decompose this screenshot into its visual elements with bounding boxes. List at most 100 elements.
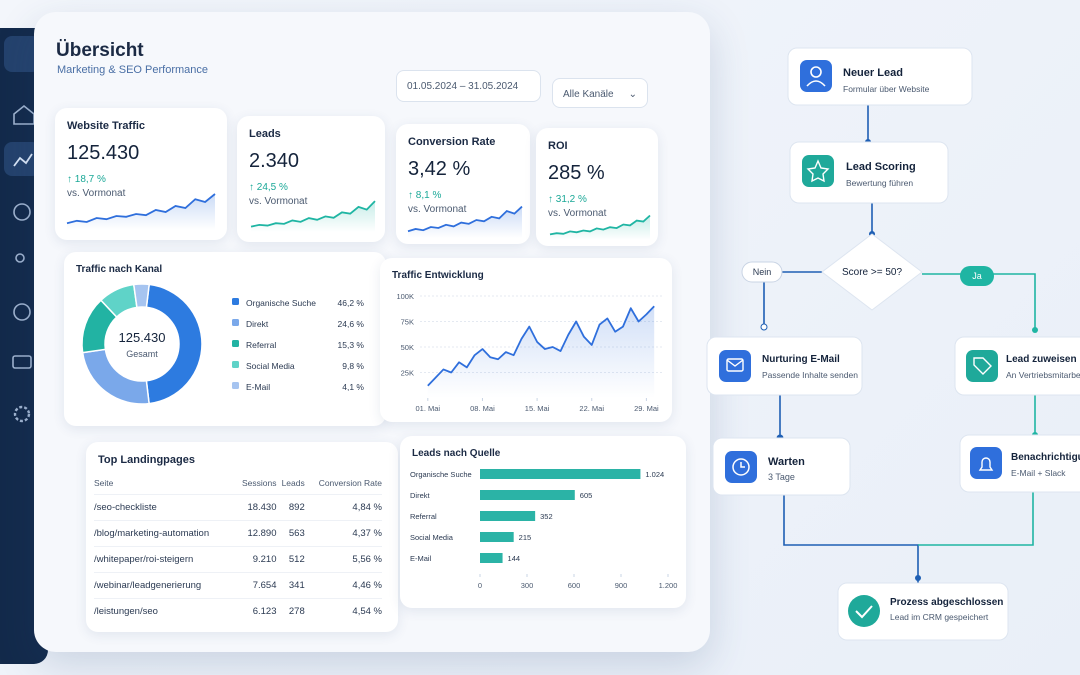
column-header: Leads	[281, 478, 305, 488]
workflow-node[interactable]: Lead Scoring Bewertung führen	[789, 141, 949, 204]
channel-filter[interactable]: Alle Kanäle ⌄	[552, 78, 648, 108]
column-header: Sessions	[242, 478, 277, 488]
chart-title: Traffic Entwicklung	[392, 270, 484, 281]
donut-center-value: 125.430	[119, 330, 166, 345]
legend-marker	[232, 340, 239, 347]
node-subtitle: Formular über Website	[843, 84, 930, 94]
users-icon[interactable]	[15, 253, 25, 263]
table-cell: 4,46 %	[304, 572, 382, 599]
table-cell: 512	[276, 546, 305, 573]
y-tick-label: 100K	[396, 292, 414, 301]
table-body: /seo-checkliste 18.430 892 4,84 %/blog/mark…	[94, 494, 382, 624]
table-cell: 278	[276, 598, 305, 624]
donut-segment	[132, 283, 151, 309]
date-range[interactable]: 01.05.2024 – 31.05.2024	[396, 70, 541, 102]
bar	[480, 532, 514, 542]
table-cell: /leistungen/seo	[94, 598, 235, 624]
legend-label: Social Media	[246, 361, 295, 371]
table-cell: 4,84 %	[304, 494, 382, 521]
node-title: Nurturing E-Mail	[762, 354, 840, 365]
workflow-node[interactable]: Warten 3 Tage	[712, 437, 851, 496]
pie-icon[interactable]	[13, 203, 31, 221]
branch-label: Nein	[753, 267, 772, 277]
chart-icon[interactable]	[13, 153, 33, 167]
yes-label: Ja	[960, 266, 994, 286]
node-subtitle: Lead im CRM gespeichert	[890, 612, 989, 622]
kpi-note: vs. Vormonat	[249, 196, 308, 207]
line	[427, 305, 655, 387]
table-cell: 5,56 %	[304, 546, 382, 573]
kpi-change: ↑ 18,7 %	[67, 174, 106, 185]
sparkline-area	[408, 206, 522, 238]
table-row: /blog/marketing-automation 12.890 563 4,37 …	[94, 520, 382, 547]
node-title: Warten	[768, 456, 805, 468]
sparkline	[66, 193, 216, 230]
connectors	[763, 105, 1036, 583]
node-title: Lead Scoring	[846, 161, 916, 173]
node-subtitle: An Vertriebsmitarbeit	[1006, 370, 1080, 380]
table-cell: 341	[276, 572, 305, 599]
sparkline	[250, 200, 376, 232]
donut-segment	[145, 283, 203, 405]
kpi-card: Leads 2.340 ↑ 24,5 % vs. Vormonat	[237, 116, 385, 242]
x-tick-label: 08. Mai	[470, 404, 495, 413]
kpi-card: Website Traffic 125.430 ↑ 18,7 % vs. Vor…	[55, 108, 227, 240]
legend-value: 46,2 %	[338, 298, 365, 308]
donut-center-label: Gesamt	[126, 349, 158, 359]
table-cell: /whitepaper/roi-steigern	[94, 546, 235, 573]
node-subtitle: Bewertung führen	[846, 178, 913, 188]
workflow-node[interactable]: Lead zuweisen An Vertriebsmitarbeit	[954, 336, 1080, 396]
kpi-value: 3,42 %	[408, 158, 471, 180]
kpi-value: 285 %	[548, 162, 605, 184]
legend-marker	[232, 361, 239, 368]
sparkline	[407, 205, 523, 238]
donut-chart: 125.430 Gesamt Organische Suche 46,2 % Direk…	[81, 283, 365, 405]
legend-value: 4,1 %	[342, 382, 364, 392]
table-header: Seite Sessions Leads Conversion Rate	[94, 472, 382, 495]
legend-marker	[232, 382, 239, 389]
settings-icon[interactable]	[13, 405, 31, 423]
table-cell: 6.123	[234, 598, 277, 624]
column-header: Seite	[94, 478, 114, 488]
table-title: Top Landingpages	[98, 454, 195, 466]
x-tick-label: 22. Mai	[579, 404, 604, 413]
workflow: Neuer Lead Formular über Website Lead Sc…	[706, 47, 1080, 641]
kpi-note: vs. Vormonat	[408, 204, 467, 215]
date-range-text: 01.05.2024 – 31.05.2024	[407, 81, 519, 92]
target-icon[interactable]	[13, 303, 31, 321]
home-icon[interactable]	[13, 104, 35, 125]
y-tick-label: 75K	[401, 318, 414, 327]
mail-icon[interactable]	[12, 355, 32, 369]
legend-label: Organische Suche	[246, 298, 316, 308]
line-card: Traffic Entwicklung 25K 50K 75K 100K 01. Mai…	[380, 258, 672, 422]
value-label: 215	[519, 533, 532, 542]
table-cell: 892	[276, 494, 305, 521]
legend-label: E-Mail	[246, 382, 270, 392]
kpi-change: ↑ 24,5 %	[249, 182, 288, 193]
value-label: 144	[508, 554, 521, 563]
logo[interactable]	[4, 36, 40, 72]
landingpage-table: Seite Sessions Leads Conversion Rate /se…	[94, 472, 382, 624]
kpi-note: vs. Vormonat	[548, 208, 607, 219]
sparkline-area	[67, 194, 215, 230]
decision-node[interactable]: Score >= 50?	[821, 233, 923, 311]
workflow-node[interactable]: Benachrichtigung E-Mail + Slack	[959, 434, 1080, 493]
decision-text: Score >= 50?	[842, 267, 902, 278]
line-area	[427, 306, 655, 398]
x-tick-label: 29. Mai	[634, 404, 659, 413]
node-title: Lead zuweisen	[1006, 354, 1077, 365]
bar	[480, 469, 641, 479]
value-label: 1.024	[645, 470, 664, 479]
workflow-node[interactable]: Prozess abgeschlossen Lead im CRM gespei…	[837, 582, 1009, 641]
table-cell: 9.210	[234, 546, 277, 573]
workflow-node[interactable]: Nurturing E-Mail Passende Inhalte senden	[706, 336, 863, 396]
y-tick-label: 50K	[401, 343, 414, 352]
kpi-label: Leads	[249, 128, 281, 140]
branch-label: Ja	[972, 271, 982, 281]
legend-value: 24,6 %	[338, 319, 365, 329]
kpi-label: Conversion Rate	[408, 136, 496, 148]
workflow-node[interactable]: Neuer Lead Formular über Website	[787, 47, 973, 106]
sparkline-area	[550, 215, 650, 240]
x-tick-label: 900	[615, 581, 628, 590]
